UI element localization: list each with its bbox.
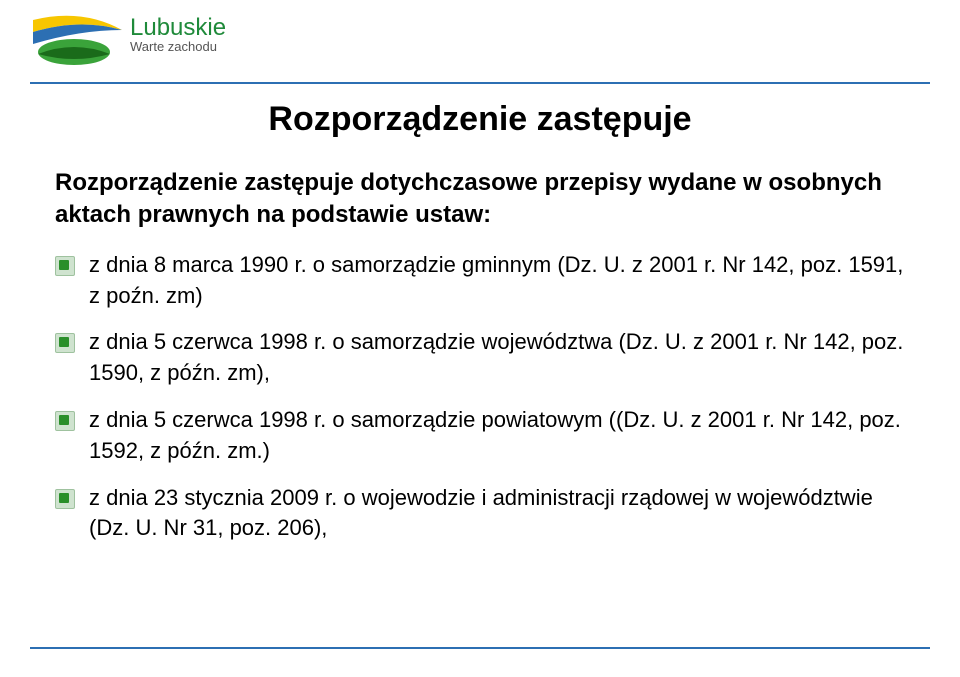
list-item: z dnia 5 czerwca 1998 r. o samorządzie p… bbox=[55, 405, 905, 467]
list-item: z dnia 8 marca 1990 r. o samorządzie gmi… bbox=[55, 250, 905, 312]
bullet-list: z dnia 8 marca 1990 r. o samorządzie gmi… bbox=[55, 250, 905, 544]
list-item: z dnia 5 czerwca 1998 r. o samorządzie w… bbox=[55, 327, 905, 389]
slide-content: Rozporządzenie zastępuje Rozporządzenie … bbox=[55, 100, 905, 560]
logo-mark-icon bbox=[30, 12, 125, 72]
logo-tagline: Warte zachodu bbox=[130, 39, 226, 55]
list-item: z dnia 23 stycznia 2009 r. o wojewodzie … bbox=[55, 483, 905, 545]
top-rule bbox=[30, 82, 930, 84]
slide-title: Rozporządzenie zastępuje bbox=[55, 100, 905, 139]
intro-paragraph: Rozporządzenie zastępuje dotychczasowe p… bbox=[55, 167, 905, 232]
logo-brand: Lubuskie bbox=[130, 17, 226, 39]
logo: Lubuskie Warte zachodu bbox=[30, 12, 250, 72]
bottom-rule bbox=[30, 647, 930, 649]
